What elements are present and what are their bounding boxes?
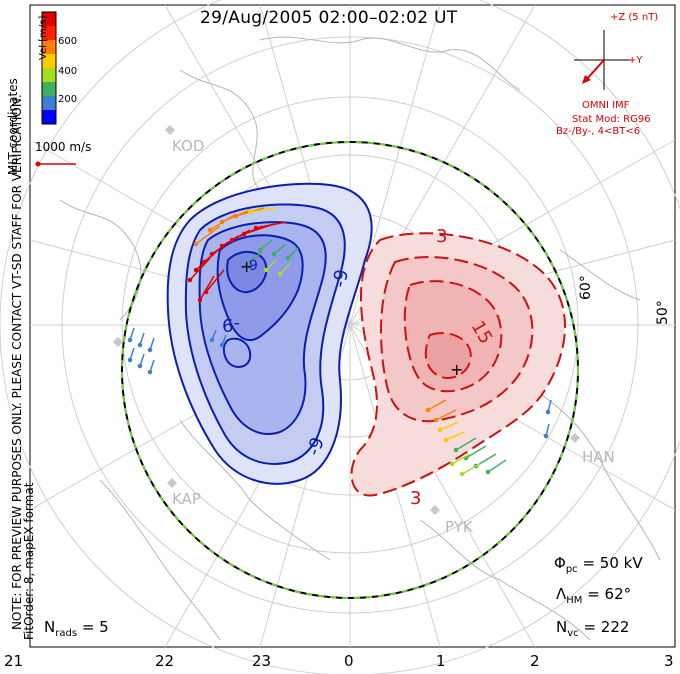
phi-value: = 50 kV [582, 554, 643, 572]
station-markers [113, 125, 580, 515]
boundary-green [121, 141, 579, 599]
contour-label-neg-2: -9 [222, 314, 240, 335]
latitude-label-50: 50° [655, 300, 671, 325]
fit-order-label: FitOrder: 8, mapEX format [22, 482, 36, 640]
stat-model-label: Stat Mod: RG96 [572, 114, 651, 125]
station-han: HAN [582, 448, 615, 466]
map-title: 29/Aug/2005 02:00–02:02 UT [200, 8, 458, 28]
lambda-sub: HM [566, 595, 583, 606]
imf-dial [574, 30, 634, 90]
contour-label-neg-1: -9 [329, 267, 353, 290]
station-kap: KAP [172, 490, 201, 508]
potential-max-marker: + [450, 360, 463, 379]
mlt-tick-1: 1 [436, 652, 446, 670]
stat-hmb-latitude: ΛHM = 62° [556, 585, 631, 606]
contour-label-pos-3: 3 [410, 488, 422, 509]
station-pyk: PYK [445, 518, 473, 536]
negative-cell: + [166, 182, 373, 485]
mlt-tick-0: 0 [344, 652, 354, 670]
mlt-tick-21: 21 [4, 652, 24, 670]
mlt-tick-22: 22 [155, 652, 175, 670]
plot-frame [29, 4, 676, 648]
nvc-sub: vc [567, 628, 579, 639]
phi-symbol: Φ [554, 554, 566, 572]
velocity-unit-label: Vel [m/s] [38, 15, 49, 60]
contour-label-pos-1: 3 [436, 226, 448, 247]
contour-label-neg-4: -9 [244, 258, 258, 274]
latitude-label-60: 60° [578, 275, 594, 300]
velocity-vectors [127, 207, 552, 477]
stat-cross-polar-potential: Φpc = 50 kV [554, 554, 643, 575]
phi-sub: pc [565, 564, 578, 575]
mlt-tick-3: 3 [664, 652, 674, 670]
coastlines [59, 36, 661, 641]
velocity-tick-200: 200 [58, 94, 78, 105]
mlt-tick-23: 23 [252, 652, 272, 670]
positive-cell: + [350, 232, 566, 497]
nrads-value: = 5 [81, 618, 109, 636]
stat-radar-count: Nrads = 5 [44, 618, 109, 639]
vector-scale-line [35, 161, 76, 167]
velocity-tick-600: 600 [58, 36, 78, 47]
nvc-value: = 222 [583, 618, 630, 636]
imf-y-label: +Y [628, 55, 643, 66]
station-kod: KOD [172, 137, 205, 155]
imf-z-label: +Z (5 nT) [610, 12, 659, 23]
mlt-tick-2: 2 [530, 652, 540, 670]
imf-source-label: OMNI IMF [582, 100, 630, 111]
lambda-symbol: Λ [556, 585, 567, 603]
nrads-symbol: N [44, 618, 56, 636]
lambda-value: = 62° [587, 585, 632, 603]
stat-vector-count: Nvc = 222 [556, 618, 629, 639]
velocity-colorbar [41, 11, 57, 125]
velocity-tick-400: 400 [58, 66, 78, 77]
imf-conditions-label: Bz-/By-, 4<BT<6 [556, 126, 641, 137]
nvc-symbol: N [556, 618, 568, 636]
nrads-sub: rads [55, 628, 78, 639]
vector-scale-label: 1000 m/s [35, 140, 92, 154]
